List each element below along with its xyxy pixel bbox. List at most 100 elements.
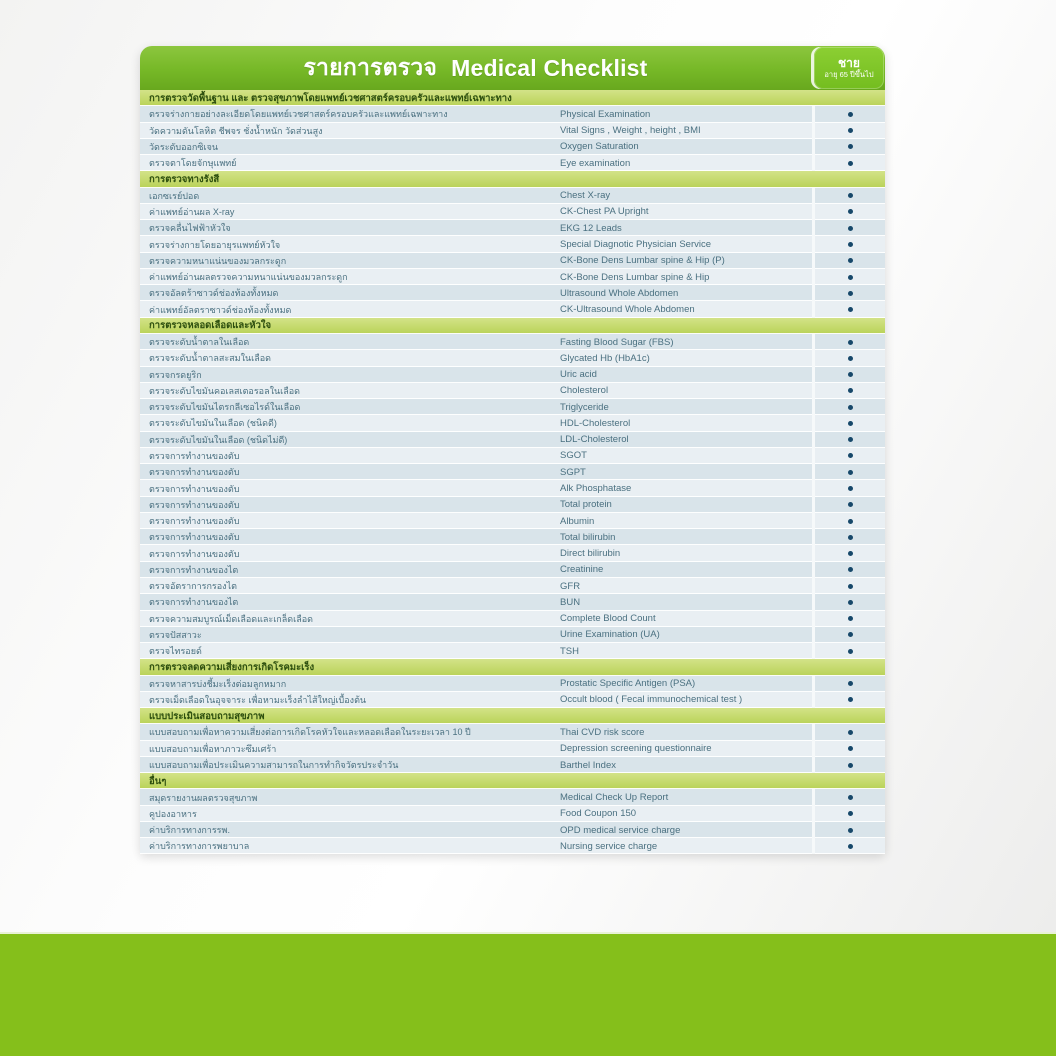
page-title-english: Medical Checklist	[451, 54, 648, 81]
included-cell	[812, 464, 885, 481]
table-row: ตรวจการทำงานของตับ SGPT	[140, 464, 885, 481]
included-cell	[812, 106, 885, 123]
row-thai-label: ตรวจหาสารบ่งชี้มะเร็งต่อมลูกหมาก	[149, 678, 287, 689]
included-dot-icon	[847, 355, 853, 361]
included-dot-icon	[847, 193, 853, 199]
table-row: ตรวจระดับไขมันในเลือด (ชนิดไม่ดี) LDL-Cho…	[140, 431, 885, 448]
row-thai-label: สมุดรายงานผลตรวจสุขภาพ	[149, 792, 258, 803]
table-row: วัดความดันโลหิต ชีพจร ชั่งน้ำหนัก วัดส่ว…	[140, 122, 885, 139]
included-dot-icon	[847, 827, 853, 833]
table-row: ตรวจระดับน้ำตาลสะสมในเลือด Glycated Hb (H…	[140, 350, 885, 367]
included-cell	[812, 333, 885, 351]
table-row: ตรวจอัลตร้าซาวด์ช่องท้องทั้งหมด Ultrasoun…	[140, 285, 885, 302]
table-row: ค่าแพทย์อัลตราซาวด์ช่องท้องทั้งหมด CK-Ult…	[140, 301, 885, 318]
row-english-label: Prostatic Specific Antigen (PSA)	[560, 678, 696, 690]
included-dot-icon	[847, 518, 853, 524]
row-english-label: Fasting Blood Sugar (FBS)	[560, 336, 674, 348]
row-thai-label: ตรวจการทำงานของตับ	[149, 467, 240, 478]
table-row: ตรวจร่างกายโดยอายุรแพทย์หัวใจ Special Dia…	[140, 236, 885, 253]
section-header: อื่นๆ	[140, 773, 885, 790]
included-dot-icon	[847, 225, 853, 231]
row-thai-label: ตรวจความสมบูรณ์เม็ดเลือดและเกล็ดเลือด	[149, 613, 313, 624]
row-english-label: Eye examination	[560, 157, 631, 169]
row-english-label: SGPT	[560, 466, 586, 478]
table-row: ค่าแพทย์อ่านผลตรวจความหนาแน่นของมวลกระดู…	[140, 268, 885, 286]
table-row: ตรวจการทำงานของตับ Alk Phosphatase	[140, 480, 885, 497]
included-cell	[812, 512, 885, 530]
included-dot-icon	[847, 648, 853, 654]
row-english-label: Direct bilirubin	[560, 548, 621, 560]
row-thai-label: ตรวจการทำงานของไต	[149, 564, 239, 575]
table-row: ตรวจกรดยูริก Uric acid	[140, 366, 885, 383]
included-cell	[812, 529, 885, 546]
row-thai-label: ค่าแพทย์อัลตราซาวด์ช่องท้องทั้งหมด	[149, 304, 292, 315]
included-cell	[812, 643, 885, 660]
footer-band	[0, 932, 1056, 1056]
included-dot-icon	[847, 616, 853, 622]
included-cell	[812, 805, 885, 822]
row-english-label: Cholesterol	[560, 385, 609, 397]
included-dot-icon	[847, 160, 853, 166]
included-dot-icon	[847, 388, 853, 394]
row-english-label: Occult blood ( Fecal immunochemical test…	[560, 694, 743, 706]
row-thai-label: ตรวจการทำงานของตับ	[149, 548, 240, 559]
included-dot-icon	[847, 307, 853, 313]
included-cell	[812, 220, 885, 237]
included-dot-icon	[847, 242, 853, 248]
row-thai-label: ตรวจกรดยูริก	[149, 369, 202, 380]
included-cell	[812, 691, 885, 709]
table-row: ค่าบริการทางการรพ. OPD medical service ch…	[140, 821, 885, 839]
row-english-label: LDL-Cholesterol	[560, 434, 629, 446]
included-cell	[812, 675, 885, 692]
table-body: การตรวจวัดพื้นฐาน และ ตรวจสุขภาพโดยแพทย์…	[140, 90, 885, 855]
row-english-label: TSH	[560, 645, 579, 657]
included-dot-icon	[847, 551, 853, 557]
row-thai-label: ค่าบริการทางการพยาบาล	[149, 841, 250, 852]
included-dot-icon	[847, 746, 853, 752]
row-english-label: Physical Examination	[560, 108, 651, 120]
included-cell	[812, 155, 885, 172]
page-title: รายการตรวจ Medical Checklist	[140, 46, 811, 90]
table-header: รายการตรวจ Medical Checklist ชาย อายุ 65…	[140, 46, 885, 90]
included-dot-icon	[847, 795, 853, 801]
row-thai-label: ตรวจระดับไขมันไตรกลีเซอไรด์ในเลือด	[149, 402, 301, 413]
included-cell	[812, 610, 885, 627]
row-thai-label: ตรวจร่างกายอย่างละเอียดโดยแพทย์เวชศาสตร์…	[149, 109, 448, 120]
included-cell	[812, 545, 885, 562]
section-header: การตรวจลดความเสี่ยงการเกิดโรคมะเร็ง	[140, 659, 885, 676]
table-row: ตรวจหาสารบ่งชี้มะเร็งต่อมลูกหมาก Prostati…	[140, 675, 885, 692]
row-thai-label: ตรวจระดับไขมันในเลือด (ชนิดไม่ดี)	[149, 434, 288, 445]
included-dot-icon	[847, 469, 853, 475]
row-english-label: Medical Check Up Report	[560, 792, 669, 804]
included-cell	[812, 724, 885, 741]
table-row: ตรวจระดับไขมันไตรกลีเซอไรด์ในเลือด Trigly…	[140, 399, 885, 416]
row-english-label: Thai CVD risk score	[560, 726, 645, 738]
row-thai-label: ตรวจเม็ดเลือดในอุจจาระ เพื่อหามะเร็งลำไส…	[149, 694, 367, 705]
row-english-label: Depression screening questionnaire	[560, 743, 712, 755]
row-thai-label: ตรวจระดับไขมันในเลือด (ชนิดดี)	[149, 418, 277, 429]
table-row: วัดระดับออกซิเจน Oxygen Saturation	[140, 138, 885, 156]
included-cell	[812, 301, 885, 318]
included-dot-icon	[847, 697, 853, 703]
row-english-label: CK-Chest PA Upright	[560, 206, 649, 218]
included-cell	[812, 350, 885, 367]
row-thai-label: ตรวจร่างกายโดยอายุรแพทย์หัวใจ	[149, 239, 281, 250]
included-dot-icon	[847, 339, 853, 345]
table-row: แบบสอบถามเพื่อประเมินความสามารถในการทำกิ…	[140, 756, 885, 774]
table-row: เอกซเรย์ปอด Chest X-ray	[140, 187, 885, 204]
table-row: ตรวจการทำงานของตับ SGOT	[140, 447, 885, 465]
included-dot-icon	[847, 274, 853, 280]
included-cell	[812, 480, 885, 497]
included-dot-icon	[847, 632, 853, 638]
row-english-label: Total bilirubin	[560, 531, 616, 543]
included-dot-icon	[847, 534, 853, 540]
row-thai-label: วัดความดันโลหิต ชีพจร ชั่งน้ำหนัก วัดส่ว…	[149, 125, 323, 136]
included-cell	[812, 138, 885, 156]
row-thai-label: ค่าบริการทางการรพ.	[149, 825, 230, 836]
row-english-label: EKG 12 Leads	[560, 222, 622, 234]
included-cell	[812, 789, 885, 806]
row-thai-label: ตรวจการทำงานของตับ	[149, 516, 240, 527]
included-cell	[812, 561, 885, 578]
included-cell	[812, 187, 885, 204]
included-cell	[812, 496, 885, 513]
